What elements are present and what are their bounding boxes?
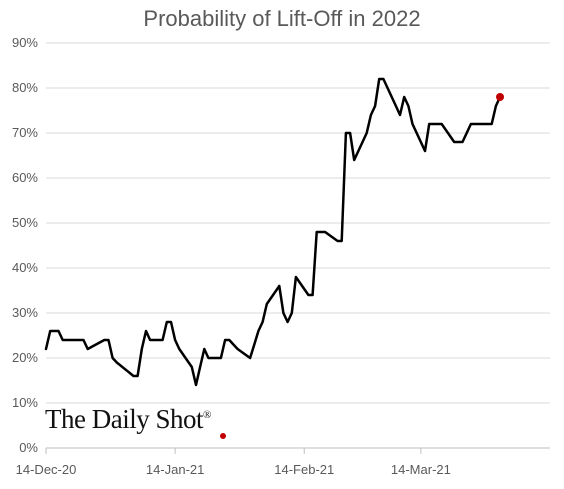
x-tick-label: 14-Mar-21 <box>391 462 451 477</box>
y-tick-label: 70% <box>12 125 38 140</box>
last-point-marker <box>496 93 505 101</box>
series-line <box>44 77 502 387</box>
y-tick-label: 80% <box>12 80 38 95</box>
y-tick-label: 90% <box>12 35 38 50</box>
logo-text: The Daily Shot <box>45 404 203 434</box>
y-axis-ticks: 0% 10% 20% 30% 40% 50% 60% 70% 80% 90% <box>12 35 38 455</box>
logo-dot <box>220 433 226 439</box>
daily-shot-logo: The Daily Shot® <box>45 404 211 435</box>
y-tick-label: 50% <box>12 215 38 230</box>
y-tick-label: 10% <box>12 395 38 410</box>
y-tick-label: 20% <box>12 350 38 365</box>
y-tick-label: 0% <box>19 440 38 455</box>
chart-title: Probability of Lift-Off in 2022 <box>143 6 421 31</box>
y-tick-label: 30% <box>12 305 38 320</box>
x-tick-label: 14-Feb-21 <box>274 462 334 477</box>
y-tick-label: 60% <box>12 170 38 185</box>
y-tick-label: 40% <box>12 260 38 275</box>
x-tick-label: 14-Dec-20 <box>16 462 77 477</box>
registered-mark: ® <box>202 409 211 421</box>
gridlines <box>46 42 550 404</box>
x-axis-ticks: 14-Dec-20 14-Jan-21 14-Feb-21 14-Mar-21 <box>16 448 451 477</box>
series-layer <box>44 77 505 387</box>
x-tick-label: 14-Jan-21 <box>146 462 205 477</box>
